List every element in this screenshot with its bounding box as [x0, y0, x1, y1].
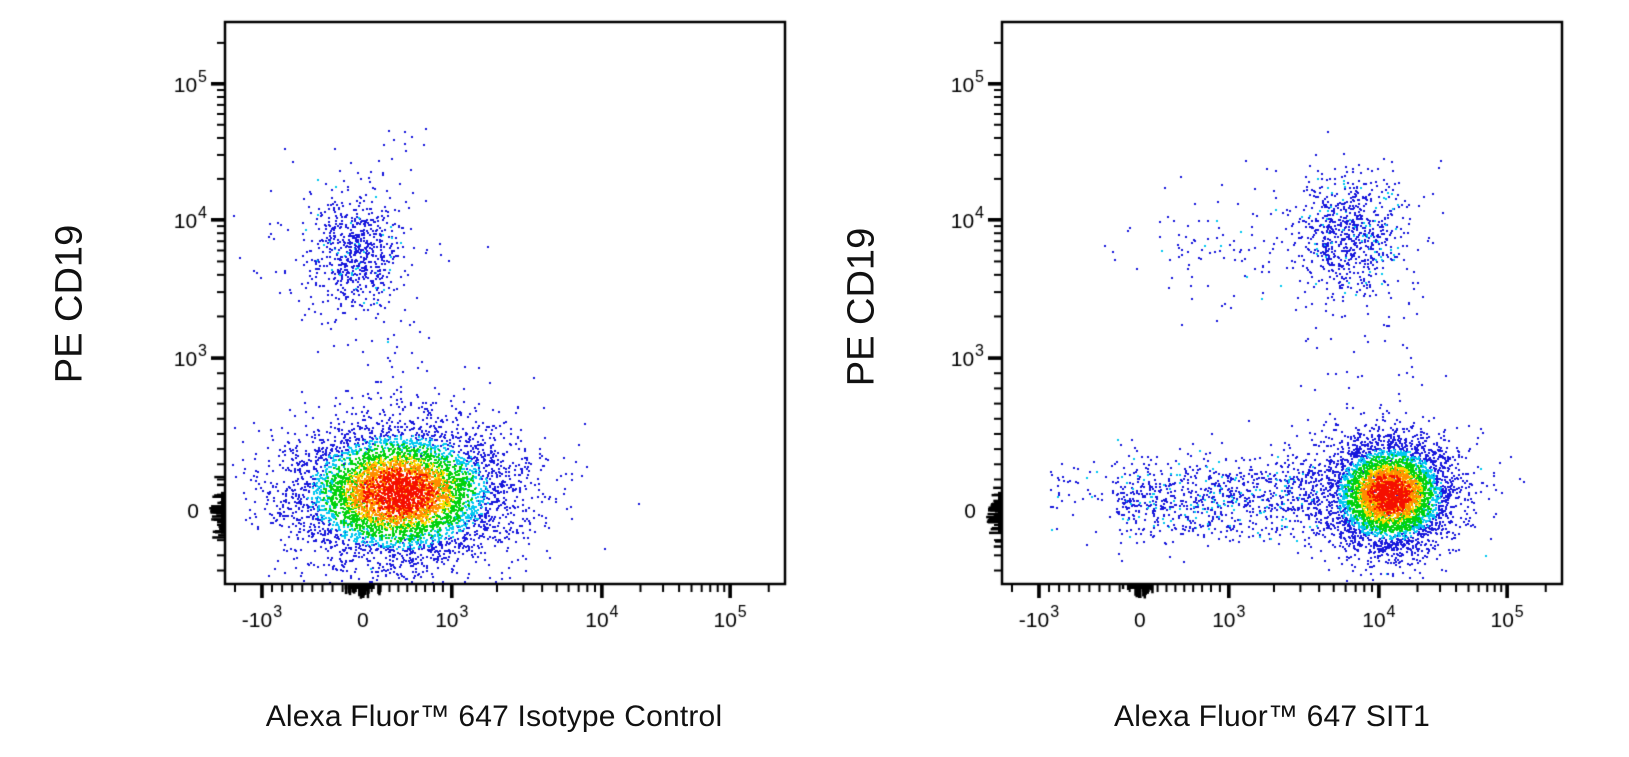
y-axis-title-left-box: PE CD19	[48, 224, 92, 384]
y-axis-title-right: PE CD19	[840, 227, 883, 387]
y-axis-title-left: PE CD19	[48, 224, 91, 384]
y-axis-title-right-box: PE CD19	[840, 227, 884, 387]
x-axis-title-right: Alexa Fluor™ 647 SIT1	[1113, 700, 1431, 733]
x-axis-title-left: Alexa Fluor™ 647 Isotype Control	[265, 700, 723, 733]
